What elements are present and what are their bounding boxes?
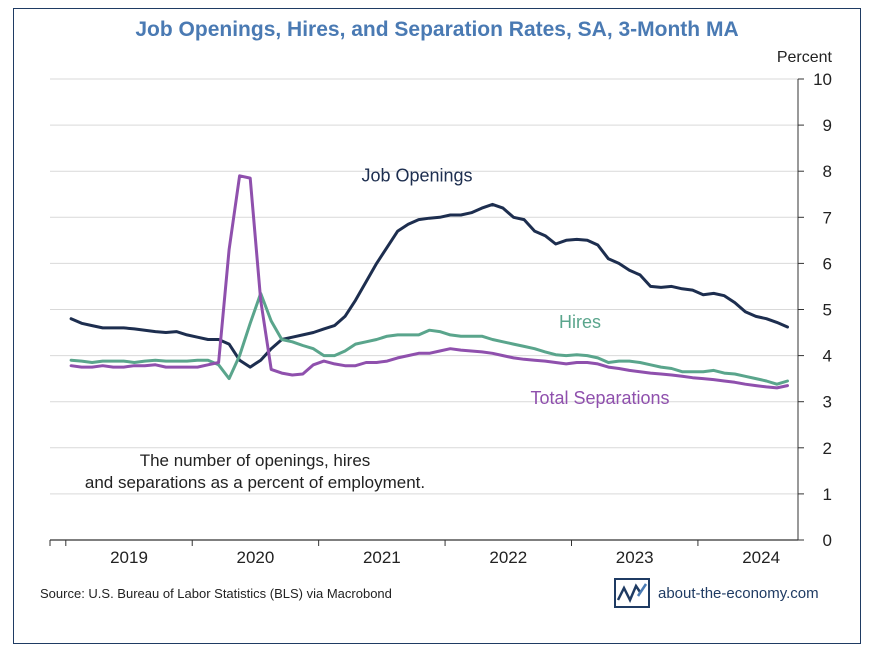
y-tick-label: 2: [823, 439, 832, 458]
annotation-line-2: and separations as a percent of employme…: [85, 473, 425, 492]
y-tick-label: 0: [823, 531, 832, 550]
y-tick-label: 5: [823, 301, 832, 320]
chart-title: Job Openings, Hires, and Separation Rate…: [135, 18, 739, 41]
y-axis: 0 1 2 3 4 5 6 7 8 9 10: [797, 70, 832, 550]
y-tick-label: 3: [823, 393, 832, 412]
y-axis-label: Percent: [777, 49, 833, 66]
y-tick-label: 6: [823, 254, 832, 273]
y-tick-label: 1: [823, 485, 832, 504]
series-label: Job Openings: [361, 165, 472, 185]
series-label: Total Separations: [530, 388, 669, 408]
chart-frame: [13, 8, 861, 644]
x-tick-label: 2020: [237, 548, 275, 567]
brand-text: about-the-economy.com: [658, 584, 819, 602]
y-tick-label: 8: [823, 162, 832, 181]
series-line-job-openings: [69, 202, 789, 369]
gridlines: [50, 78, 798, 495]
annotation-line-1: The number of openings, hires: [140, 451, 371, 470]
x-tick-label: 2023: [616, 548, 654, 567]
series-labels: Job Openings Hires Total Separations: [361, 165, 669, 408]
y-tick-label: 7: [823, 208, 832, 227]
brand-logo-icon: [614, 578, 650, 608]
x-tick-label: 2022: [489, 548, 527, 567]
x-axis: 2019 2020 2021 2022 2023 2024: [49, 539, 798, 567]
x-tick-label: 2024: [742, 548, 780, 567]
x-tick-label: 2021: [363, 548, 401, 567]
series-lines: [69, 174, 789, 390]
x-tick-label: 2019: [110, 548, 148, 567]
y-tick-label: 10: [813, 70, 832, 89]
y-tick-label: 4: [823, 347, 832, 366]
y-tick-label: 9: [823, 116, 832, 135]
source-note: Source: U.S. Bureau of Labor Statistics …: [40, 586, 392, 601]
brand[interactable]: about-the-economy.com: [614, 578, 819, 608]
series-label: Hires: [559, 312, 601, 332]
series-line-total-separations: [69, 174, 789, 390]
series-line-hires: [69, 291, 789, 386]
